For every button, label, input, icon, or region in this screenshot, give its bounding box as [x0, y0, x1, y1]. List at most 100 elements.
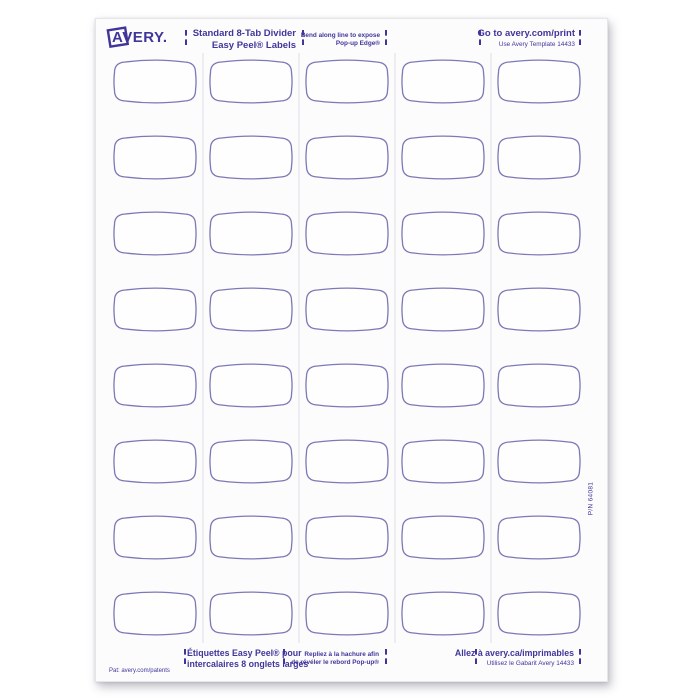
divider-label [496, 515, 582, 560]
bend-instruction: Bend along line to expose Pop-up Edge® [301, 32, 380, 48]
label-outline-shape [113, 515, 197, 560]
label-outline-shape [497, 439, 581, 484]
label-outline-shape [401, 439, 485, 484]
divider-label [304, 135, 390, 180]
fr-print-url-line: Allez à avery.ca/imprimables [454, 648, 574, 658]
divider-label [112, 287, 198, 332]
score-line [298, 53, 300, 643]
label-outline-shape [209, 439, 293, 484]
label-sheet: AVERY. Standard 8-Tab Divider Easy Peel®… [95, 18, 608, 682]
divider-label [400, 135, 486, 180]
fold-mark [302, 30, 304, 45]
label-outline-shape [401, 135, 485, 180]
product-name-line2: Easy Peel® Labels [211, 39, 296, 51]
divider-label [304, 515, 390, 560]
fold-mark [385, 649, 387, 664]
divider-label [400, 591, 486, 636]
fold-mark [475, 649, 477, 664]
avery-logo-square-icon [106, 26, 130, 49]
fr-bend-instruction-line2: de révéler le rebord Pop-up® [291, 659, 379, 666]
label-outline-shape [497, 515, 581, 560]
label-outline-shape [209, 211, 293, 256]
label-outline-shape [305, 515, 389, 560]
label-outline-shape [209, 135, 293, 180]
label-outline-shape [401, 59, 485, 104]
divider-label [496, 211, 582, 256]
label-outline-shape [305, 135, 389, 180]
divider-label [400, 439, 486, 484]
label-outline-shape [305, 287, 389, 332]
product-name-line1: Standard 8-Tab Divider [192, 28, 296, 39]
product-name: Standard 8-Tab Divider Easy Peel® Labels [193, 28, 296, 51]
score-line [202, 53, 204, 643]
fold-mark [579, 649, 581, 664]
divider-label [400, 211, 486, 256]
fr-product-name: Étiquettes Easy Peel® pour intercalaires… [187, 648, 309, 669]
label-outline-shape [497, 591, 581, 636]
divider-label [304, 59, 390, 104]
divider-label [112, 515, 198, 560]
label-outline-shape [497, 135, 581, 180]
label-outline-shape [305, 591, 389, 636]
divider-label [496, 363, 582, 408]
divider-label [208, 363, 294, 408]
label-outline-shape [497, 211, 581, 256]
divider-label [304, 439, 390, 484]
avery-logo: AVERY. [106, 26, 168, 53]
label-outline-shape [305, 59, 389, 104]
fold-mark [479, 30, 481, 45]
label-outline-shape [401, 591, 485, 636]
template-number-line: Use Avery Template 14433 [498, 40, 575, 48]
divider-label [112, 439, 198, 484]
label-grid [112, 59, 582, 636]
score-line [490, 53, 492, 643]
label-outline-shape [497, 59, 581, 104]
divider-label [304, 211, 390, 256]
divider-label [208, 135, 294, 180]
label-outline-shape [305, 363, 389, 408]
avery-logo-text: AVERY. [112, 29, 168, 46]
label-outline-shape [497, 287, 581, 332]
divider-label [304, 287, 390, 332]
print-url: Go to avery.com/print Use Avery Template… [478, 28, 575, 49]
divider-label [400, 515, 486, 560]
divider-label [208, 211, 294, 256]
label-outline-shape [113, 363, 197, 408]
fr-product-name-line2: intercalaires 8 onglets larges [187, 658, 309, 669]
label-outline-shape [209, 287, 293, 332]
divider-label [112, 59, 198, 104]
bend-instruction-line2: Pop-up Edge® [335, 40, 380, 47]
divider-label [496, 287, 582, 332]
part-number: P/N 64081 [587, 481, 595, 516]
divider-label [496, 439, 582, 484]
label-outline-shape [209, 515, 293, 560]
label-outline-shape [497, 363, 581, 408]
fold-mark [385, 30, 387, 45]
fold-mark [579, 30, 581, 45]
divider-label [208, 591, 294, 636]
label-outline-shape [209, 363, 293, 408]
label-outline-shape [113, 287, 197, 332]
label-outline-shape [401, 211, 485, 256]
label-outline-shape [401, 287, 485, 332]
divider-label [208, 287, 294, 332]
print-url-line: Go to avery.com/print [477, 28, 575, 39]
label-outline-shape [113, 591, 197, 636]
divider-label [112, 591, 198, 636]
divider-label [304, 363, 390, 408]
divider-label [112, 211, 198, 256]
label-outline-shape [113, 211, 197, 256]
fr-print-url: Allez à avery.ca/imprimables Utilisez le… [455, 648, 574, 668]
divider-label [400, 363, 486, 408]
score-line [394, 53, 396, 643]
divider-label [496, 591, 582, 636]
divider-label [112, 135, 198, 180]
label-outline-shape [113, 135, 197, 180]
fr-template-number-line: Utilisez le Gabarit Avery 14433 [486, 659, 574, 667]
fr-bend-instruction-line1: Repliez à la hachure afin [304, 651, 379, 658]
bend-instruction-line1: Bend along line to expose [300, 32, 380, 39]
label-outline-shape [401, 363, 485, 408]
divider-label [208, 515, 294, 560]
fr-product-name-line1: Étiquettes Easy Peel® pour [187, 648, 302, 658]
divider-label [496, 59, 582, 104]
